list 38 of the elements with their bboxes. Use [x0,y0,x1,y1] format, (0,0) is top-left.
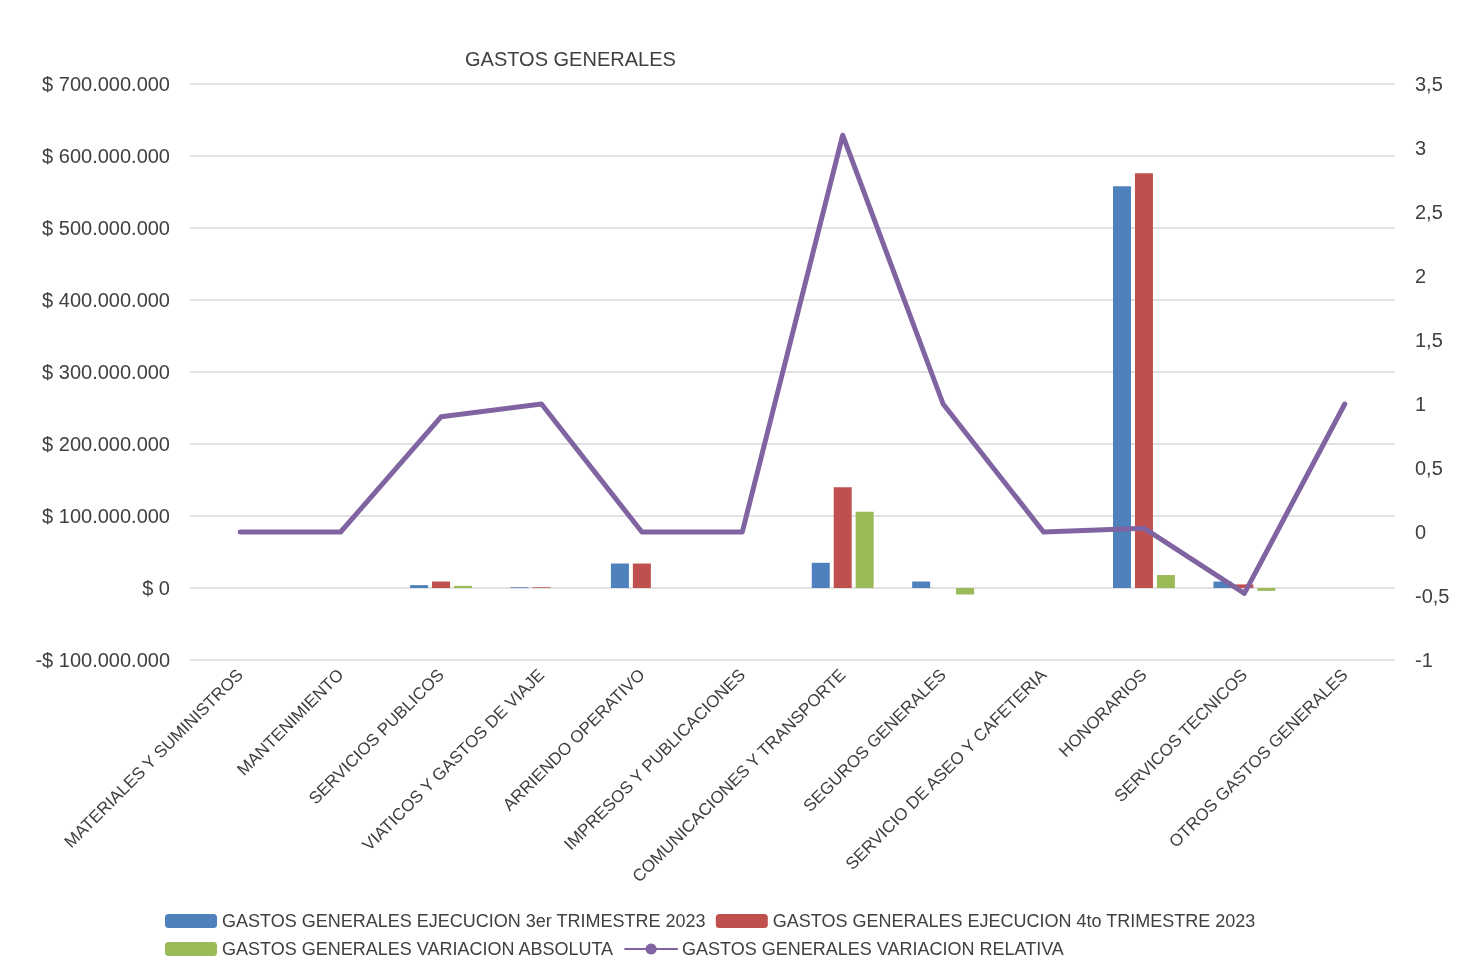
y-tick-label: $ 400.000.000 [42,289,170,311]
y2-tick-label: 2,5 [1415,201,1443,223]
y2-tick-label: 1 [1415,393,1427,415]
bar [1257,588,1276,591]
y2-tick-label: 0,5 [1415,457,1443,479]
y2-tick-label: 0 [1415,521,1427,543]
y-tick-label: $ 0 [142,577,170,599]
y2-tick-label: 3 [1415,137,1427,159]
y-tick-label: $ 500.000.000 [42,217,170,239]
legend-label: GASTOS GENERALES VARIACION RELATIVA [682,939,1064,959]
y-tick-label: $ 200.000.000 [42,433,170,455]
legend-label: GASTOS GENERALES VARIACION ABSOLUTA [222,939,614,959]
y-tick-label: $ 600.000.000 [42,145,170,167]
bar [1156,575,1175,588]
y-tick-label: $ 100.000.000 [42,505,170,527]
bar [432,581,451,588]
chart-title: GASTOS GENERALES [465,48,676,70]
y-tick-label: $ 700.000.000 [42,73,170,95]
bar [956,588,975,595]
y2-tick-label: -0,5 [1415,585,1450,607]
bar [454,585,472,588]
bar [855,511,874,588]
bar [912,581,931,588]
y2-tick-label: -1 [1415,649,1433,671]
bar [833,487,852,588]
y2-tick-label: 2 [1415,265,1427,287]
y2-tick-label: 3,5 [1415,73,1443,95]
bar [610,563,629,588]
bar [410,585,429,588]
bar [1134,173,1153,588]
legend-label: GASTOS GENERALES EJECUCION 4to TRIMESTRE 2023 [772,911,1256,931]
bar [811,562,830,588]
bar [632,563,651,588]
bar [1113,186,1131,588]
legend-label: GASTOS GENERALES EJECUCION 3er TRIMESTRE 2023 [222,911,706,931]
y2-tick-label: 1,5 [1415,329,1443,351]
y-tick-label: $ 300.000.000 [42,361,170,383]
y-tick-label: -$ 100.000.000 [35,649,170,671]
